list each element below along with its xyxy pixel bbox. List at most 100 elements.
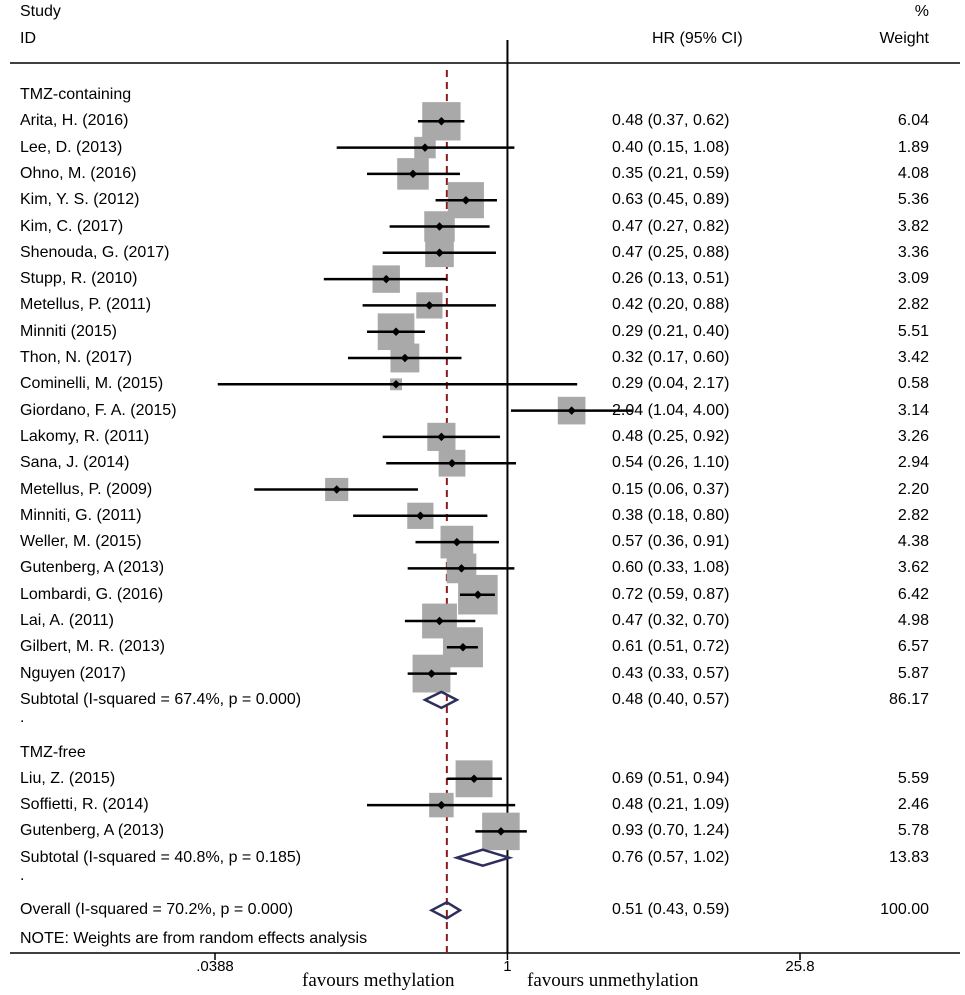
study-label: Minniti (2015): [20, 322, 117, 340]
subtotal-hr-ci: 0.76 (0.57, 1.02): [612, 848, 730, 866]
study-weight: 5.59: [897, 769, 929, 787]
weights-note: NOTE: Weights are from random effects an…: [20, 929, 368, 947]
study-hr-ci: 2.04 (1.04, 4.00): [612, 401, 730, 419]
point-estimate: [408, 169, 418, 179]
point-estimate: [391, 380, 401, 389]
study-weight: 2.46: [897, 796, 929, 814]
point-estimate: [461, 195, 471, 205]
point-estimate: [332, 485, 341, 494]
pooled-diamond: [422, 690, 460, 710]
study-label: Thon, N. (2017): [20, 349, 133, 366]
point-estimate: [381, 274, 391, 284]
pooled-diamond: [428, 900, 463, 920]
study-hr-ci: 0.35 (0.21, 0.59): [612, 164, 730, 182]
subtotal-weight: 13.83: [888, 848, 929, 866]
study-weight: 3.62: [897, 559, 929, 577]
study-label: Giordano, F. A. (2015): [20, 401, 177, 419]
point-estimate: [469, 774, 479, 784]
study-hr-ci: 0.48 (0.25, 0.92): [612, 427, 730, 445]
subtotal-label: Subtotal (I-squared = 40.8%, p = 0.185): [20, 848, 302, 866]
study-label: Gutenberg, A (2013): [20, 822, 165, 840]
study-hr-ci: 0.26 (0.13, 0.51): [612, 270, 730, 288]
study-hr-ci: 0.54 (0.26, 1.10): [612, 454, 730, 472]
study-weight: 4.98: [897, 612, 929, 629]
caption-favours-unmethylation: favours unmethylation: [527, 970, 699, 991]
study-label: Gilbert, M. R. (2013): [20, 638, 165, 656]
study-label: Soffietti, R. (2014): [20, 796, 149, 814]
point-estimate: [435, 248, 444, 258]
study-weight: 3.09: [897, 270, 929, 288]
study-label: Metellus, P. (2011): [20, 296, 152, 314]
study-hr-ci: 0.47 (0.27, 0.82): [612, 217, 730, 235]
separator: .: [20, 867, 25, 884]
separator: .: [20, 709, 25, 727]
header-hr: HR (95% CI): [652, 30, 743, 47]
point-estimate: [400, 353, 410, 363]
study-label: Gutenberg, A (2013): [20, 559, 165, 577]
point-estimate: [496, 827, 506, 836]
study-label: Sana, J. (2014): [20, 454, 130, 472]
study-weight: 5.51: [897, 322, 929, 340]
point-estimate: [567, 406, 576, 415]
study-hr-ci: 0.38 (0.18, 0.80): [612, 506, 730, 524]
header-weight: Weight: [879, 30, 929, 47]
study-label: Lee, D. (2013): [20, 138, 123, 156]
study-label: Cominelli, M. (2015): [20, 375, 164, 393]
study-weight: 5.78: [897, 822, 929, 840]
study-label: Lai, A. (2011): [20, 612, 114, 629]
subtotal-hr-ci: 0.48 (0.40, 0.57): [612, 690, 730, 708]
point-estimate: [458, 643, 468, 652]
x-tick-label: 1: [503, 958, 512, 975]
study-label: Weller, M. (2015): [20, 533, 142, 551]
study-hr-ci: 0.48 (0.37, 0.62): [612, 112, 730, 130]
study-weight: 2.82: [897, 506, 929, 524]
study-hr-ci: 0.57 (0.36, 0.91): [612, 533, 730, 551]
study-weight: 3.26: [897, 427, 929, 445]
header-id: ID: [20, 30, 36, 47]
study-label: Arita, H. (2016): [20, 112, 129, 130]
header-study: Study: [20, 3, 61, 20]
study-weight: 3.36: [897, 243, 929, 261]
point-estimate: [437, 432, 446, 442]
group-label: TMZ-containing: [20, 86, 132, 103]
study-weight: 5.87: [897, 664, 929, 682]
study-hr-ci: 0.48 (0.21, 1.09): [612, 796, 730, 814]
subtotal-label: Subtotal (I-squared = 67.4%, p = 0.000): [20, 690, 302, 708]
caption-favours-methylation: favours methylation: [302, 970, 455, 991]
study-hr-ci: 0.29 (0.21, 0.40): [612, 322, 730, 340]
study-weight: 1.89: [897, 138, 929, 156]
study-hr-ci: 0.61 (0.51, 0.72): [612, 638, 730, 656]
study-label: Kim, C. (2017): [20, 217, 124, 235]
study-hr-ci: 0.93 (0.70, 1.24): [612, 822, 730, 840]
point-estimate: [416, 511, 425, 521]
study-hr-ci: 0.42 (0.20, 0.88): [612, 296, 730, 314]
study-hr-ci: 0.40 (0.15, 1.08): [612, 138, 730, 156]
point-estimate: [437, 117, 446, 126]
study-weight: 5.36: [897, 191, 929, 209]
point-estimate: [435, 616, 444, 626]
study-hr-ci: 0.47 (0.25, 0.88): [612, 243, 730, 261]
point-estimate: [427, 669, 436, 678]
study-hr-ci: 0.72 (0.59, 0.87): [612, 585, 730, 603]
point-estimate: [452, 537, 462, 547]
x-tick-label: 25.8: [785, 958, 815, 975]
study-weight: 3.82: [897, 217, 929, 235]
study-hr-ci: 0.47 (0.32, 0.70): [612, 612, 730, 629]
study-weight: 2.94: [897, 454, 929, 472]
overall-hr-ci: 0.51 (0.43, 0.59): [612, 901, 730, 919]
study-hr-ci: 0.29 (0.04, 2.17): [612, 375, 730, 393]
point-estimate: [447, 458, 457, 468]
study-label: Kim, Y. S. (2012): [20, 191, 140, 209]
point-estimate: [391, 327, 401, 336]
point-estimate: [420, 143, 430, 152]
study-label: Lombardi, G. (2016): [20, 585, 164, 603]
study-weight: 3.42: [897, 349, 929, 366]
study-label: Stupp, R. (2010): [20, 270, 138, 288]
study-weight: 4.38: [897, 533, 929, 551]
point-estimate: [435, 222, 444, 231]
group-label: TMZ-free: [20, 743, 86, 761]
point-estimate: [437, 800, 446, 810]
header-percent: %: [914, 3, 929, 20]
study-weight: 0.58: [897, 375, 929, 393]
